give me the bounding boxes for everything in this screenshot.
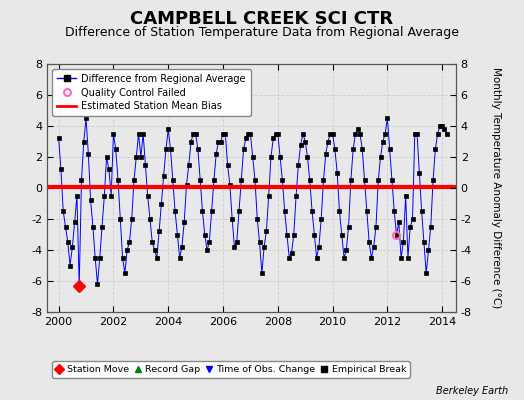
Text: CAMPBELL CREEK SCI CTR: CAMPBELL CREEK SCI CTR (130, 10, 394, 28)
Text: Difference of Station Temperature Data from Regional Average: Difference of Station Temperature Data f… (65, 26, 459, 39)
Text: Berkeley Earth: Berkeley Earth (436, 386, 508, 396)
Legend: Station Move, Record Gap, Time of Obs. Change, Empirical Break: Station Move, Record Gap, Time of Obs. C… (52, 362, 410, 378)
Y-axis label: Monthly Temperature Anomaly Difference (°C): Monthly Temperature Anomaly Difference (… (492, 67, 501, 309)
